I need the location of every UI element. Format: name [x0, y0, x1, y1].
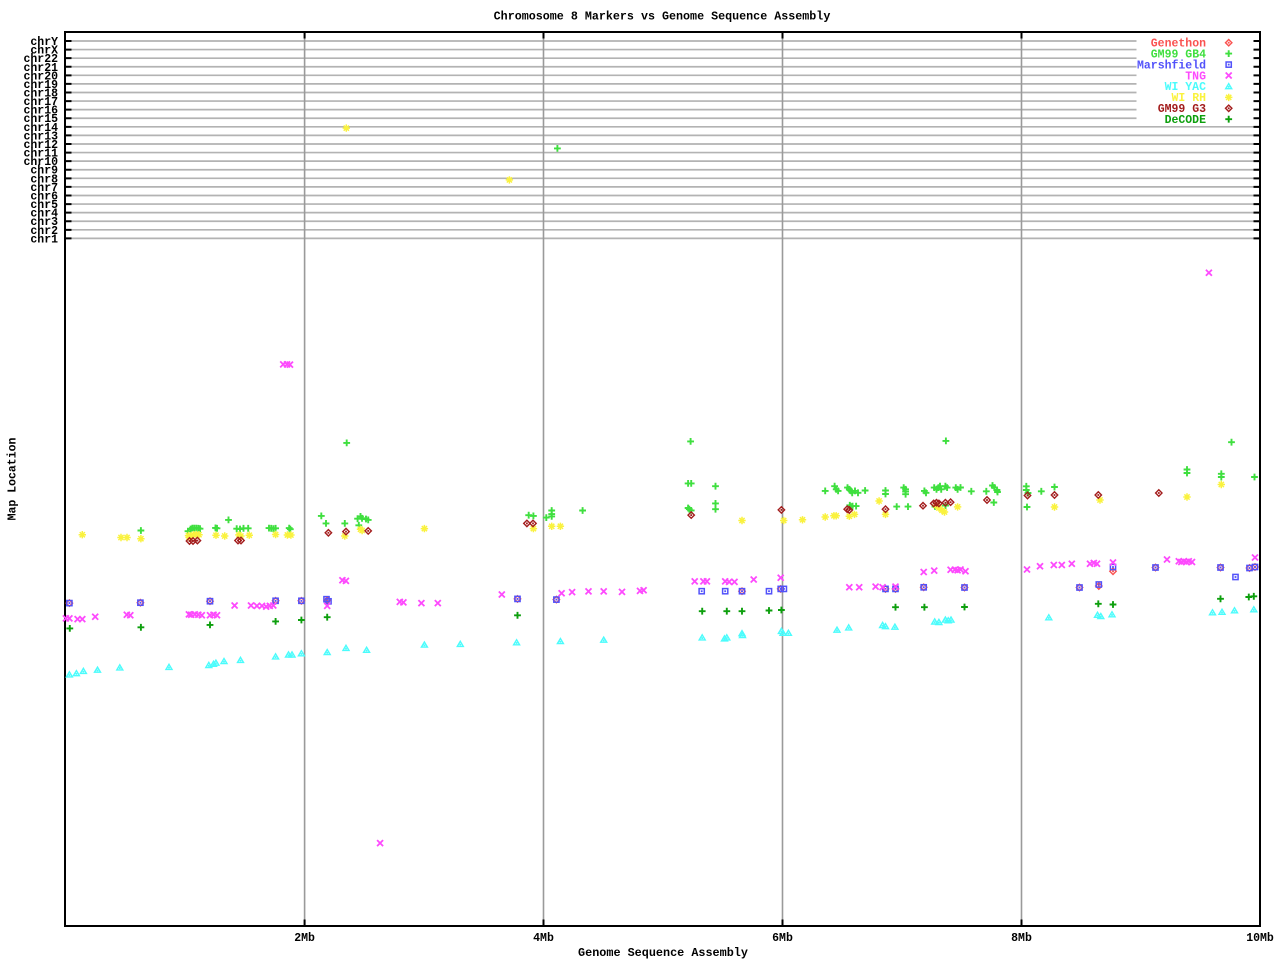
svg-text:6Mb: 6Mb [772, 932, 793, 945]
svg-text:10Mb: 10Mb [1246, 932, 1274, 945]
svg-text:chr12: chr12 [23, 139, 58, 152]
svg-text:chr10: chr10 [23, 156, 58, 169]
svg-text:chr13: chr13 [23, 130, 58, 143]
svg-text:chr4: chr4 [30, 208, 58, 221]
svg-text:chr3: chr3 [30, 216, 58, 229]
svg-text:chrY: chrY [30, 36, 58, 49]
svg-text:Map Location: Map Location [7, 438, 20, 521]
svg-text:DeCODE: DeCODE [1165, 114, 1207, 127]
svg-text:chr1: chr1 [30, 233, 58, 246]
svg-text:chr21: chr21 [23, 62, 58, 75]
svg-text:chr17: chr17 [23, 96, 58, 109]
svg-text:GM99 G3: GM99 G3 [1158, 103, 1206, 116]
svg-text:chr2: chr2 [30, 225, 58, 238]
svg-text:2Mb: 2Mb [294, 932, 315, 945]
svg-text:chr11: chr11 [23, 148, 58, 161]
svg-text:chrX: chrX [30, 45, 58, 58]
svg-text:chr6: chr6 [30, 190, 58, 203]
svg-text:8Mb: 8Mb [1011, 932, 1032, 945]
svg-text:TNG: TNG [1185, 70, 1206, 83]
svg-text:chr22: chr22 [23, 53, 58, 66]
svg-text:chr18: chr18 [23, 88, 58, 101]
svg-text:WI YAC: WI YAC [1165, 81, 1207, 94]
svg-text:Genome Sequence Assembly: Genome Sequence Assembly [578, 946, 748, 960]
svg-text:WI RH: WI RH [1171, 92, 1206, 105]
svg-text:GM99 GB4: GM99 GB4 [1151, 48, 1206, 61]
svg-text:chr16: chr16 [23, 105, 58, 118]
svg-text:chr9: chr9 [30, 165, 58, 178]
svg-text:Genethon: Genethon [1151, 38, 1206, 51]
svg-text:chr20: chr20 [23, 70, 58, 83]
svg-text:chr19: chr19 [23, 79, 58, 92]
svg-text:chr8: chr8 [30, 173, 58, 186]
svg-text:Chromosome 8 Markers vs Genome: Chromosome 8 Markers vs Genome Sequence … [494, 10, 831, 24]
svg-text:4Mb: 4Mb [533, 932, 554, 945]
svg-text:chr7: chr7 [30, 182, 58, 195]
svg-text:chr5: chr5 [30, 199, 58, 212]
svg-text:chr14: chr14 [23, 122, 58, 135]
svg-text:Marshfield: Marshfield [1137, 59, 1206, 72]
svg-text:chr15: chr15 [23, 113, 58, 126]
